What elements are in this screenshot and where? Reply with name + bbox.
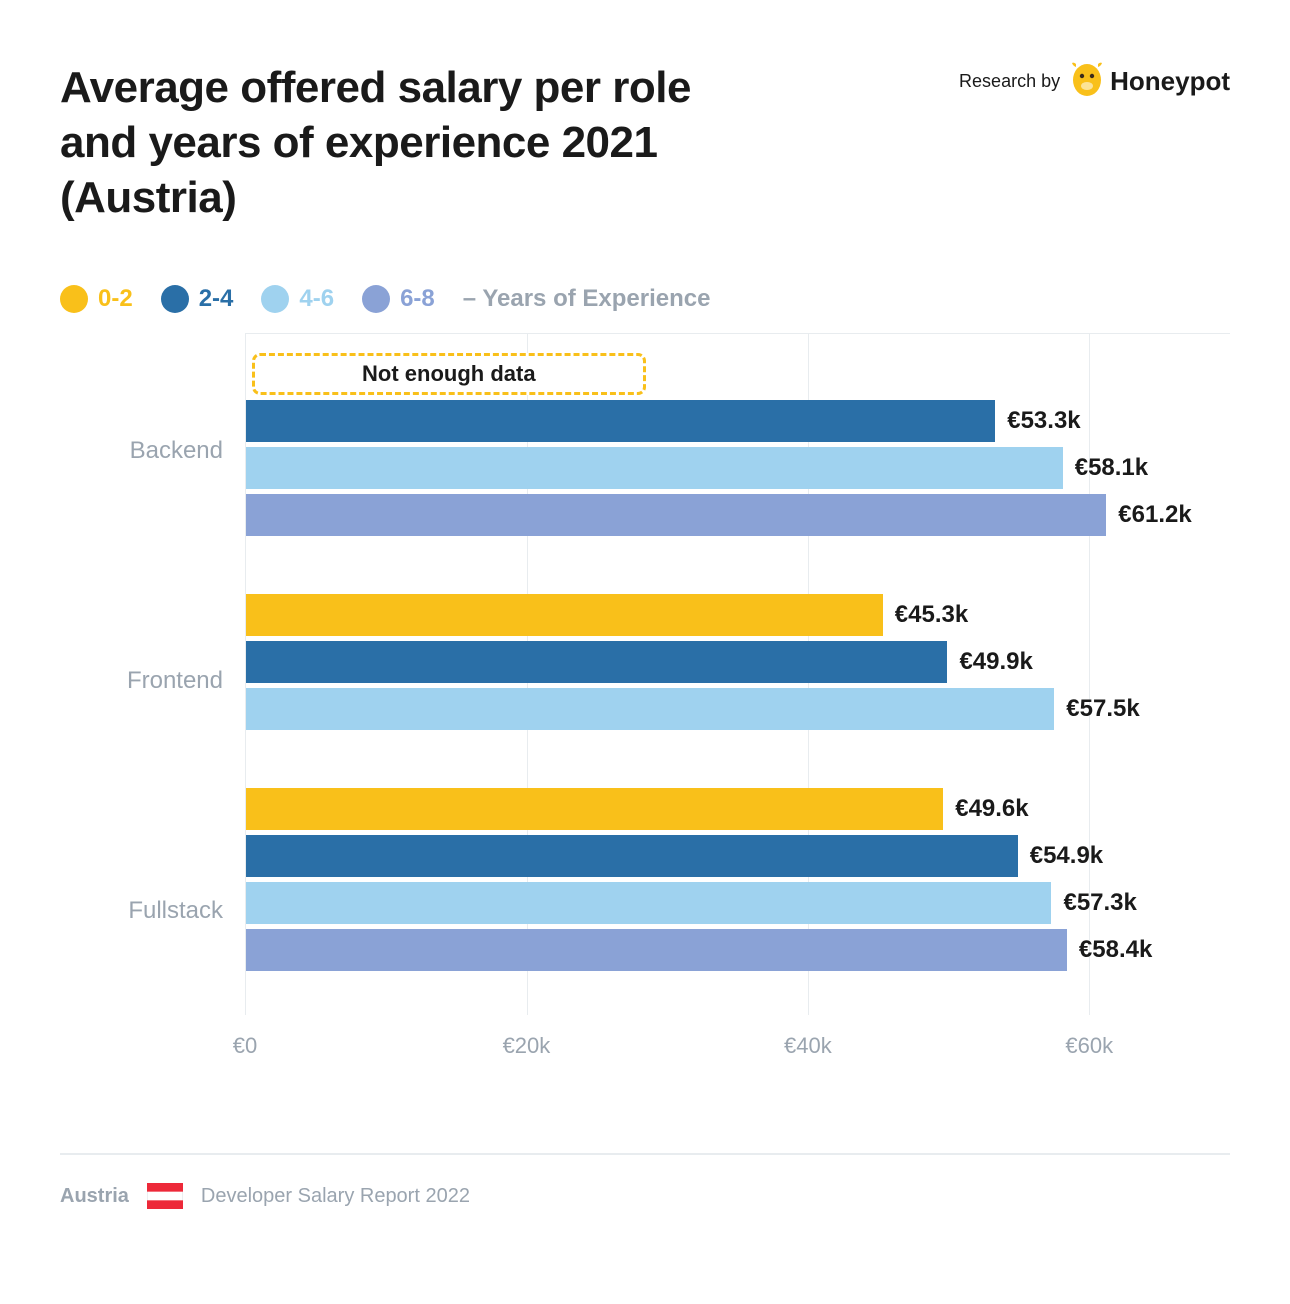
bar-row: €61.2k	[246, 494, 1230, 536]
bar-row: €58.1k	[246, 447, 1230, 489]
legend-suffix: – Years of Experience	[463, 285, 711, 313]
bar-value-label: €58.4k	[1079, 936, 1152, 964]
bar-value-label: €61.2k	[1118, 501, 1191, 529]
bar	[246, 788, 943, 830]
role-group: €49.6k€54.9k €57.3k €58.4k	[246, 788, 1230, 971]
bar-row: €57.5k	[246, 688, 1230, 730]
bar-row: €53.3k	[246, 400, 1230, 442]
bar-row: €54.9k	[246, 835, 1230, 877]
brand-name: Honeypot	[1110, 66, 1230, 97]
legend-item: 6-8	[362, 285, 435, 313]
bar	[246, 835, 1018, 877]
bar-value-label: €49.9k	[959, 648, 1032, 676]
legend-label: 4-6	[299, 285, 334, 313]
x-axis: €0€20k€40k€60k	[245, 1033, 1230, 1063]
bar-row: €45.3k	[246, 594, 1230, 636]
bar	[246, 929, 1067, 971]
bar	[246, 641, 947, 683]
bar-value-label: €54.9k	[1030, 842, 1103, 870]
bar	[246, 494, 1106, 536]
legend: 0-2 2-4 4-6 6-8 – Years of Experience	[60, 285, 1230, 313]
group-gap	[246, 541, 1230, 589]
legend-label: 2-4	[199, 285, 234, 313]
honeypot-icon	[1070, 60, 1104, 103]
chart: Backend Frontend Fullstack Not enough data…	[60, 333, 1230, 1015]
bar-value-label: €49.6k	[955, 795, 1028, 823]
austria-flag-icon	[147, 1183, 183, 1209]
role-group: €45.3k €49.9k €57.5k	[246, 594, 1230, 730]
y-axis-labels: Backend Frontend Fullstack	[60, 333, 245, 1015]
legend-swatch	[362, 285, 390, 313]
legend-item: 2-4	[161, 285, 234, 313]
legend-swatch	[60, 285, 88, 313]
bar-row: €58.4k	[246, 929, 1230, 971]
legend-label: 0-2	[98, 285, 133, 313]
header-row: Average offered salary per role and year…	[60, 60, 1230, 225]
role-group: Not enough data €53.3k €58.1k €61.2k	[246, 353, 1230, 536]
x-tick-label: €0	[233, 1033, 257, 1059]
bar	[246, 882, 1051, 924]
no-data-bar: Not enough data	[252, 353, 646, 395]
y-axis-label: Fullstack	[60, 807, 245, 1015]
bar-value-label: €58.1k	[1075, 454, 1148, 482]
legend-swatch	[261, 285, 289, 313]
x-tick-label: €60k	[1065, 1033, 1113, 1059]
bar-row: €49.9k	[246, 641, 1230, 683]
footer: Austria Developer Salary Report 2022	[60, 1153, 1230, 1245]
bar-value-label: €53.3k	[1007, 407, 1080, 435]
bar	[246, 688, 1054, 730]
legend-item: 0-2	[60, 285, 133, 313]
legend-label: 6-8	[400, 285, 435, 313]
bar-row: €49.6k	[246, 788, 1230, 830]
x-tick-label: €20k	[503, 1033, 551, 1059]
legend-swatch	[161, 285, 189, 313]
research-by-label: Research by	[959, 71, 1060, 92]
footer-country: Austria	[60, 1185, 129, 1208]
bar	[246, 447, 1063, 489]
group-gap	[246, 735, 1230, 783]
chart-title: Average offered salary per role and year…	[60, 60, 760, 225]
brand: Honeypot	[1070, 60, 1230, 103]
bar	[246, 594, 883, 636]
bar-value-label: €45.3k	[895, 601, 968, 629]
plot-area: Not enough data€53.3k€58.1k€61.2k€45.3k€…	[245, 333, 1230, 1015]
y-axis-label: Frontend	[60, 603, 245, 759]
research-attribution: Research by Honeypot	[959, 60, 1230, 103]
legend-item: 4-6	[261, 285, 334, 313]
bar-row: €57.3k	[246, 882, 1230, 924]
bar-value-label: €57.5k	[1066, 695, 1139, 723]
y-axis-label: Backend	[60, 347, 245, 555]
bar-value-label: €57.3k	[1063, 889, 1136, 917]
x-tick-label: €40k	[784, 1033, 832, 1059]
footer-report-name: Developer Salary Report 2022	[201, 1185, 470, 1208]
bar	[246, 400, 995, 442]
